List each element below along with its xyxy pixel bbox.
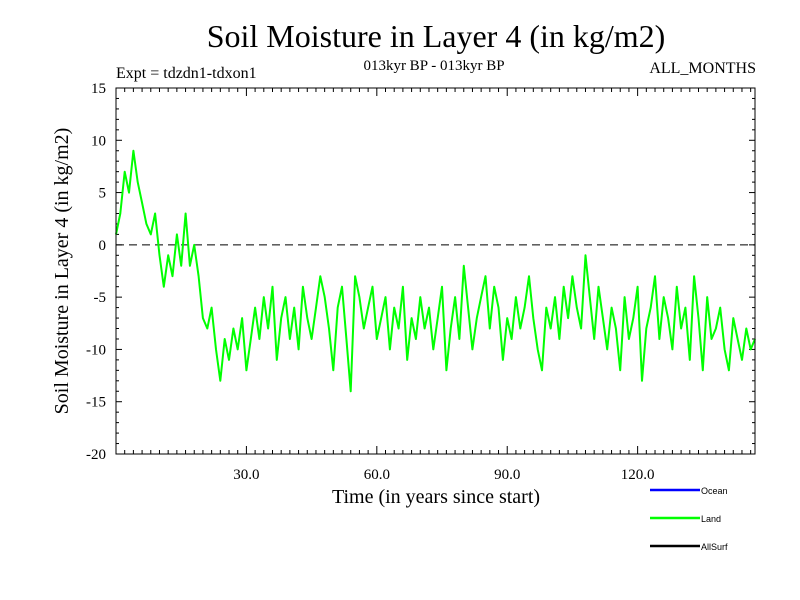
experiment-note: Expt = tdzdn1-tdxon1 bbox=[116, 65, 257, 82]
x-tick-label: 30.0 bbox=[233, 467, 259, 483]
y-tick-label: -20 bbox=[86, 447, 106, 463]
plot-frame bbox=[115, 87, 756, 455]
legend-label: AllSurf bbox=[701, 542, 728, 552]
legend-label: Ocean bbox=[701, 486, 728, 496]
chart-subtitle: 013kyr BP - 013kyr BP bbox=[363, 58, 504, 74]
y-tick-label: -5 bbox=[94, 290, 107, 306]
x-tick-label: 60.0 bbox=[364, 467, 390, 483]
x-tick-label: 120.0 bbox=[621, 467, 655, 483]
y-axis-label: Soil Moisture in Layer 4 (in kg/m2) bbox=[51, 128, 73, 415]
chart-title: Soil Moisture in Layer 4 (in kg/m2) bbox=[207, 18, 666, 54]
y-tick-label: 10 bbox=[91, 133, 106, 149]
months-note: ALL_MONTHS bbox=[649, 60, 756, 77]
y-tick-label: 15 bbox=[91, 81, 106, 97]
series-line-land bbox=[115, 149, 756, 393]
series-lines bbox=[115, 149, 756, 393]
legend: Ocean Land AllSurf bbox=[650, 486, 728, 552]
axis-ticks: 15 10 5 0 -5 -10 -15 -20 30.0 60.0 90.0 120.0 bbox=[86, 81, 755, 483]
y-tick-label: 5 bbox=[99, 186, 107, 202]
x-axis-label: Time (in years since start) bbox=[332, 486, 540, 508]
y-tick-label: -15 bbox=[86, 395, 106, 411]
x-tick-label: 90.0 bbox=[494, 467, 520, 483]
y-tick-label: -10 bbox=[86, 342, 106, 358]
legend-label: Land bbox=[701, 514, 721, 524]
y-tick-label: 0 bbox=[99, 238, 107, 254]
